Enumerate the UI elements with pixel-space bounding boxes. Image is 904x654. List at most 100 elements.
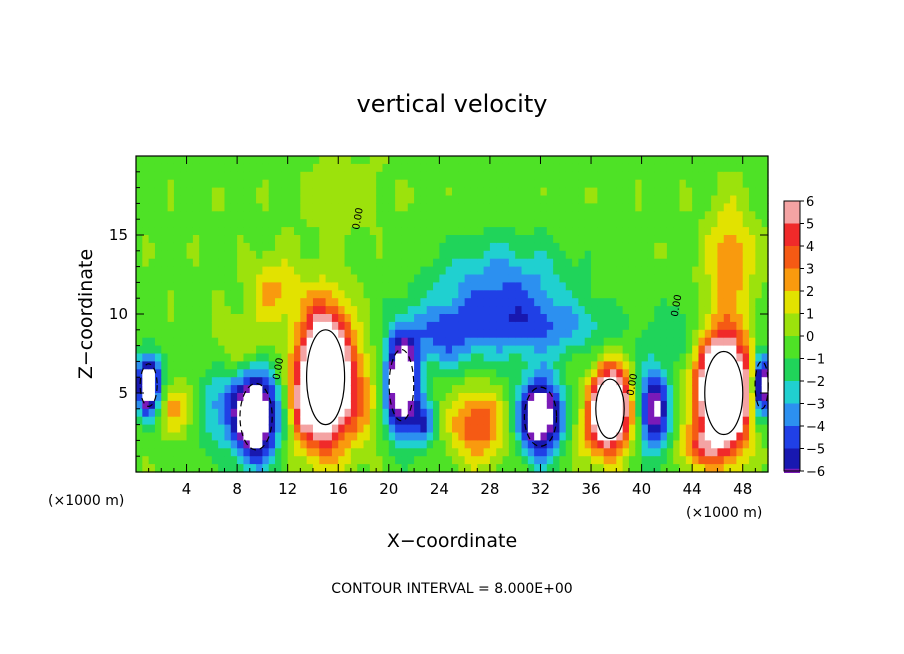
field-cell [306,440,314,449]
field-cell [363,353,371,362]
field-cell [230,156,238,165]
field-cell [584,211,592,220]
field-cell [698,416,706,426]
field-cell [641,456,649,465]
field-cell [477,298,485,307]
field-cell [673,369,681,378]
field-cell [445,227,453,236]
field-cell [388,242,396,252]
field-cell [489,440,497,449]
field-cell [382,179,390,189]
field-cell [572,329,579,339]
field-cell [211,400,219,410]
field-cell [610,416,617,426]
field-cell [338,203,346,212]
field-cell [344,195,352,204]
field-cell [388,163,396,173]
field-cell [369,424,377,434]
field-cell [502,258,510,268]
field-cell [230,203,238,212]
field-cell [635,290,643,299]
field-cell [136,290,143,299]
field-cell [205,456,213,465]
field-cell [395,314,403,323]
field-cell [452,290,459,299]
field-cell [628,306,636,315]
field-cell [527,385,535,394]
field-cell [167,195,175,204]
field-cell [641,203,649,212]
field-cell [761,227,769,236]
field-cell [192,408,200,418]
field-cell [527,440,535,449]
field-cell [647,393,655,402]
field-cell [388,345,396,355]
field-cell [742,235,750,244]
field-cell [515,400,523,410]
field-cell [331,424,339,434]
field-cell [167,369,175,378]
field-cell [344,298,352,307]
field-cell [698,337,706,347]
field-cell [464,369,472,378]
field-cell [136,329,143,339]
field-cell [192,385,200,394]
field-cell [344,353,352,362]
field-cell [338,282,346,291]
field-cell [249,203,257,212]
field-cell [622,195,630,204]
field-cell [641,156,649,165]
field-cell [275,179,282,189]
field-cell [717,211,725,220]
field-cell [597,258,605,268]
field-cell [736,353,744,362]
field-cell [483,345,491,355]
field-cell [154,306,162,315]
field-cell [369,195,377,204]
field-cell [312,219,320,228]
field-cell [603,448,611,457]
field-cell [749,298,756,307]
field-cell [445,203,453,212]
field-cell [401,306,409,315]
field-cell [256,298,263,307]
field-cell [294,235,301,244]
field-cell [148,464,156,473]
field-cell [755,314,763,323]
field-cell [477,266,485,276]
field-cell [654,274,662,283]
field-cell [572,408,579,418]
colorbar-tick-label: 0 [806,330,814,345]
field-cell [572,235,579,244]
field-cell [704,456,712,465]
field-cell [666,203,674,212]
field-cell [211,258,219,268]
field-cell [433,432,440,441]
field-cell [287,337,295,347]
field-cell [382,416,390,426]
field-cell [395,290,403,299]
field-cell [572,227,579,236]
field-cell [502,219,510,228]
field-cell [647,171,655,181]
field-cell [338,400,346,410]
field-cell [628,377,636,386]
field-cell [180,290,188,299]
field-cell [161,321,169,331]
field-cell [224,290,232,299]
field-cell [534,464,542,473]
field-cell [755,329,763,339]
field-cell [230,179,238,189]
field-cell [287,290,295,299]
field-cell [363,456,371,465]
field-cell [407,203,415,212]
field-cell [218,171,226,181]
field-cell [186,464,194,473]
field-cell [268,242,276,252]
field-cell [584,329,592,339]
field-cell [199,227,207,236]
field-cell [294,219,301,228]
field-cell [635,306,643,315]
field-cell [363,385,371,394]
field-cell [161,306,169,315]
